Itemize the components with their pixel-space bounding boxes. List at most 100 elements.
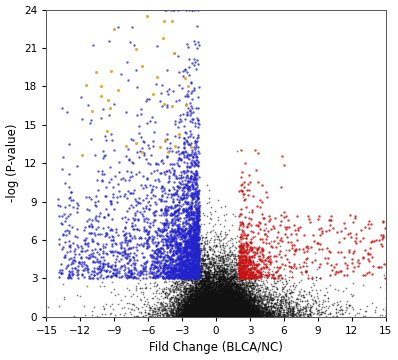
Point xyxy=(197,311,203,316)
Point xyxy=(246,314,252,320)
Point xyxy=(194,310,200,316)
Point xyxy=(178,257,184,263)
Point xyxy=(221,310,228,315)
Point xyxy=(200,285,207,291)
Point xyxy=(224,310,230,315)
Point xyxy=(260,309,266,315)
Point xyxy=(203,308,209,314)
Point xyxy=(221,297,227,303)
Point xyxy=(194,310,201,316)
Point xyxy=(205,307,211,313)
Point xyxy=(246,288,253,293)
Point xyxy=(213,306,220,311)
Point xyxy=(181,298,187,304)
Point xyxy=(215,314,222,319)
Point xyxy=(215,308,221,314)
Point xyxy=(226,314,233,319)
Point xyxy=(192,310,199,315)
Point xyxy=(218,312,224,318)
Point xyxy=(220,310,227,316)
Point xyxy=(238,206,244,212)
Point xyxy=(201,305,208,311)
Point xyxy=(234,314,241,320)
Point xyxy=(215,276,221,282)
Point xyxy=(223,291,230,296)
Point xyxy=(222,297,229,302)
Point xyxy=(206,284,213,289)
Point xyxy=(242,306,248,312)
Point xyxy=(220,312,227,318)
Point xyxy=(216,296,222,302)
Point xyxy=(187,305,194,311)
Point xyxy=(173,208,179,213)
Point xyxy=(176,243,183,249)
Point xyxy=(189,192,195,198)
Point xyxy=(219,282,225,288)
Point xyxy=(318,309,324,314)
Point xyxy=(217,292,223,297)
Point xyxy=(199,300,206,306)
Point xyxy=(207,297,213,303)
Point xyxy=(240,291,247,297)
Point xyxy=(234,302,240,308)
Point xyxy=(187,311,193,317)
Point xyxy=(241,288,247,294)
Point xyxy=(209,303,215,309)
Point xyxy=(205,306,212,312)
Point xyxy=(182,285,188,291)
Point xyxy=(191,275,198,280)
Point xyxy=(195,261,202,267)
Point xyxy=(231,303,237,309)
Point xyxy=(263,312,269,318)
Point xyxy=(192,310,198,316)
Point xyxy=(250,282,256,288)
Point xyxy=(237,296,243,301)
Point xyxy=(219,302,225,308)
Point xyxy=(67,212,73,217)
Point xyxy=(203,298,209,304)
Point xyxy=(199,278,206,284)
Point xyxy=(203,293,209,299)
Point xyxy=(198,313,204,319)
Point xyxy=(199,312,205,318)
Point xyxy=(153,308,159,314)
Point xyxy=(249,308,255,314)
Point xyxy=(224,252,230,258)
Point xyxy=(202,273,208,279)
Point xyxy=(223,313,230,319)
Point xyxy=(211,302,217,308)
Point xyxy=(201,247,207,253)
Point xyxy=(186,245,192,251)
Point xyxy=(251,305,257,311)
Point xyxy=(218,314,224,319)
Point xyxy=(196,307,202,312)
Point xyxy=(178,203,185,209)
Point xyxy=(228,311,234,317)
Point xyxy=(211,298,218,303)
Point xyxy=(205,304,211,310)
Point xyxy=(258,312,264,318)
Point xyxy=(213,306,220,311)
Point xyxy=(187,292,193,297)
Point xyxy=(239,306,246,312)
Point xyxy=(315,240,322,246)
Point xyxy=(200,302,207,307)
Point xyxy=(197,269,204,275)
Point xyxy=(213,310,220,316)
Point xyxy=(185,312,191,318)
Point xyxy=(345,249,352,255)
Point xyxy=(202,297,209,303)
Point xyxy=(217,288,223,294)
Point xyxy=(223,290,230,296)
Point xyxy=(240,263,246,269)
Point xyxy=(208,310,214,315)
Point xyxy=(252,313,258,319)
Point xyxy=(182,75,188,81)
Point xyxy=(243,294,249,300)
Point xyxy=(209,311,215,317)
Point xyxy=(271,238,277,244)
Point xyxy=(231,314,237,320)
Point xyxy=(207,310,213,316)
Point xyxy=(201,310,207,315)
Point xyxy=(228,314,235,319)
